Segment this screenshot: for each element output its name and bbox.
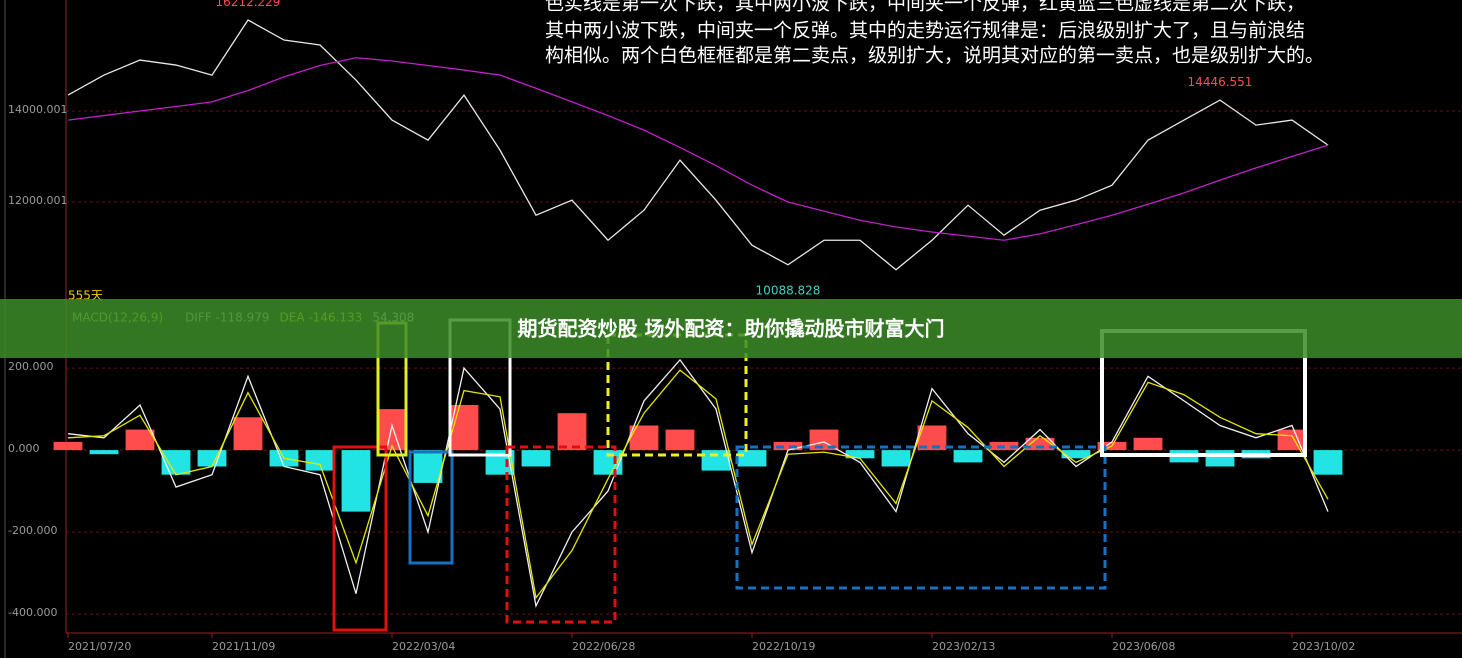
banner (0, 299, 1462, 358)
macd-bar (701, 450, 731, 471)
macd-bar (773, 441, 803, 451)
x-tick-label: 2023/06/08 (1112, 640, 1175, 653)
price-annotation: 10088.828 (756, 283, 821, 297)
banner-text: 期货配资炒股 场外配资：助你撬动股市财富大门 (518, 317, 945, 341)
y-tick-label: 14000.001 (8, 103, 68, 116)
macd-bar (521, 450, 551, 467)
y-tick-label: 200.000 (8, 360, 54, 373)
price-annotation: 14446.551 (1188, 75, 1253, 89)
macd-bar (341, 450, 371, 512)
x-tick-label: 2021/11/09 (212, 640, 275, 653)
macd-bar (665, 429, 695, 451)
macd-bar (629, 425, 659, 451)
x-tick-label: 2023/02/13 (932, 640, 995, 653)
macd-bar (377, 409, 407, 451)
macd-bar (881, 450, 911, 467)
box (735, 445, 1107, 590)
caption-line: 构相似。两个白色框框都是第二卖点，级别扩大，说明其对应的第一卖点，也是级别扩大的… (545, 45, 1324, 67)
macd-bar (161, 450, 191, 475)
macd-bar (197, 450, 227, 467)
x-tick-label: 2023/10/02 (1292, 640, 1355, 653)
macd-bar (953, 450, 983, 463)
x-tick-label: 2022/10/19 (752, 640, 815, 653)
y-tick-label: -400.000 (8, 606, 57, 619)
caption-line: 色实线是第一次下跌，其中两小波下跌，中间夹一个反弹，红黄蓝三色虚线是第二次下跌， (545, 0, 1305, 15)
price-annotation: 16212.229 (216, 0, 281, 9)
macd-bar (1313, 450, 1343, 475)
moving-average (67, 57, 1329, 241)
x-tick-label: 2021/07/20 (68, 640, 131, 653)
macd-bar (413, 450, 443, 483)
macd-bar (557, 413, 587, 451)
x-tick-label: 2022/03/04 (392, 640, 455, 653)
macd-bar (809, 429, 839, 451)
macd-bar (125, 429, 155, 451)
macd-bar (89, 450, 119, 455)
macd-bar (1205, 450, 1235, 467)
macd-bar (305, 450, 335, 471)
y-tick-label: -200.000 (8, 524, 57, 537)
box (408, 450, 454, 565)
y-tick-label: 12000.001 (8, 194, 68, 207)
macd-bar (233, 417, 263, 451)
price-line (67, 19, 1329, 271)
y-tick-label: 0.000 (8, 442, 40, 455)
macd-bar (845, 450, 875, 459)
macd-bar (53, 441, 83, 451)
box (332, 445, 388, 632)
macd-bar (1277, 429, 1307, 451)
box (505, 445, 617, 624)
macd-bar (1133, 437, 1163, 451)
x-tick-label: 2022/06/28 (572, 640, 635, 653)
dea-line (67, 369, 1329, 600)
caption-line: 其中两小波下跌，中间夹一个反弹。其中的走势运行规律是：后浪级别扩大了，且与前浪结 (545, 20, 1305, 42)
macd-bar (737, 450, 767, 467)
macd-bar (1061, 450, 1091, 459)
